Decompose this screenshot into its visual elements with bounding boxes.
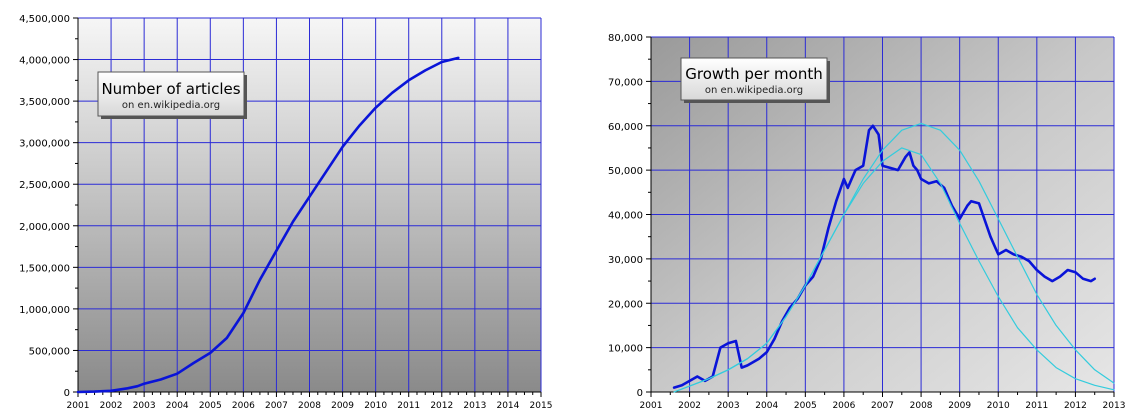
articles-chart-title: Number of articles bbox=[101, 80, 240, 98]
growth-chart-title: Growth per month bbox=[685, 65, 822, 83]
growth-x-tick-label: 2010 bbox=[987, 401, 1010, 411]
growth-series-line-0 bbox=[672, 124, 1096, 389]
growth-y-tick-label: 10,000 bbox=[608, 344, 643, 355]
articles-x-tick-label: 2010 bbox=[364, 401, 387, 411]
articles-y-tick-label: 2,000,000 bbox=[19, 222, 70, 233]
articles-chart: 2001 2002 2003 2004 2005 2006 2007 2008 2009 2010… bbox=[19, 14, 552, 411]
growth-x-tick-label: 2011 bbox=[1025, 401, 1048, 411]
growth-y-tick-label: 60,000 bbox=[608, 122, 643, 133]
growth-chart-subtitle: on en.wikipedia.org bbox=[705, 85, 803, 96]
growth-x-tick-label: 2001 bbox=[640, 401, 663, 411]
articles-x-tick-label: 2014 bbox=[496, 401, 519, 411]
growth-y-tick-label: 30,000 bbox=[608, 255, 643, 266]
articles-x-tick-label: 2001 bbox=[67, 401, 90, 411]
articles-series-line-0 bbox=[76, 56, 460, 394]
articles-x-tick-label: 2008 bbox=[298, 401, 321, 411]
growth-x-tick-label: 2008 bbox=[910, 401, 933, 411]
growth-x-tick-label: 2004 bbox=[755, 401, 778, 411]
growth-y-tick-label: 20,000 bbox=[608, 299, 643, 310]
articles-x-tick-label: 2004 bbox=[166, 401, 189, 411]
growth-x-tick-label: 2005 bbox=[794, 401, 817, 411]
growth-title-box bbox=[680, 57, 828, 101]
articles-x-tick-label: 2012 bbox=[430, 401, 453, 411]
growth-y-tick-label: 80,000 bbox=[608, 33, 643, 44]
articles-y-tick-label: 3,500,000 bbox=[19, 97, 70, 108]
articles-x-tick-label: 2007 bbox=[265, 401, 288, 411]
articles-x-tick-label: 2006 bbox=[232, 401, 255, 411]
articles-x-tick-label: 2005 bbox=[199, 401, 222, 411]
growth-y-tick-label: 0 bbox=[637, 388, 643, 399]
growth-x-tick-label: 2013 bbox=[1103, 401, 1126, 411]
articles-y-tick-label: 2,500,000 bbox=[19, 180, 70, 191]
articles-x-tick-label: 2003 bbox=[133, 401, 156, 411]
articles-y-tick-label: 500,000 bbox=[29, 346, 70, 357]
articles-y-tick-label: 0 bbox=[64, 388, 70, 399]
growth-y-tick-label: 70,000 bbox=[608, 77, 643, 88]
articles-y-tick-label: 4,500,000 bbox=[19, 14, 70, 25]
articles-x-tick-label: 2009 bbox=[331, 401, 354, 411]
articles-x-tick-label: 2002 bbox=[100, 401, 123, 411]
articles-y-tick-label: 1,500,000 bbox=[19, 263, 70, 274]
articles-y-tick-label: 1,000,000 bbox=[19, 305, 70, 316]
growth-x-tick-label: 2009 bbox=[948, 401, 971, 411]
growth-x-tick-label: 2007 bbox=[871, 401, 894, 411]
articles-chart-subtitle: on en.wikipedia.org bbox=[122, 100, 220, 111]
articles-y-tick-label: 4,000,000 bbox=[19, 56, 70, 67]
growth-y-tick-label: 50,000 bbox=[608, 166, 643, 177]
articles-x-tick-label: 2013 bbox=[463, 401, 486, 411]
growth-chart: 2001 2002 2003 2004 2005 2006 2007 2008 2009 2010… bbox=[608, 33, 1125, 411]
growth-x-tick-label: 2012 bbox=[1064, 401, 1087, 411]
growth-x-tick-label: 2002 bbox=[678, 401, 701, 411]
growth-y-tick-label: 40,000 bbox=[608, 211, 643, 222]
growth-x-tick-label: 2006 bbox=[832, 401, 855, 411]
growth-x-tick-label: 2003 bbox=[717, 401, 740, 411]
articles-y-tick-label: 3,000,000 bbox=[19, 139, 70, 150]
articles-x-tick-label: 2011 bbox=[397, 401, 420, 411]
articles-x-tick-label: 2015 bbox=[530, 401, 553, 411]
articles-title-box bbox=[97, 71, 245, 117]
growth-series-line-2 bbox=[673, 122, 1115, 393]
